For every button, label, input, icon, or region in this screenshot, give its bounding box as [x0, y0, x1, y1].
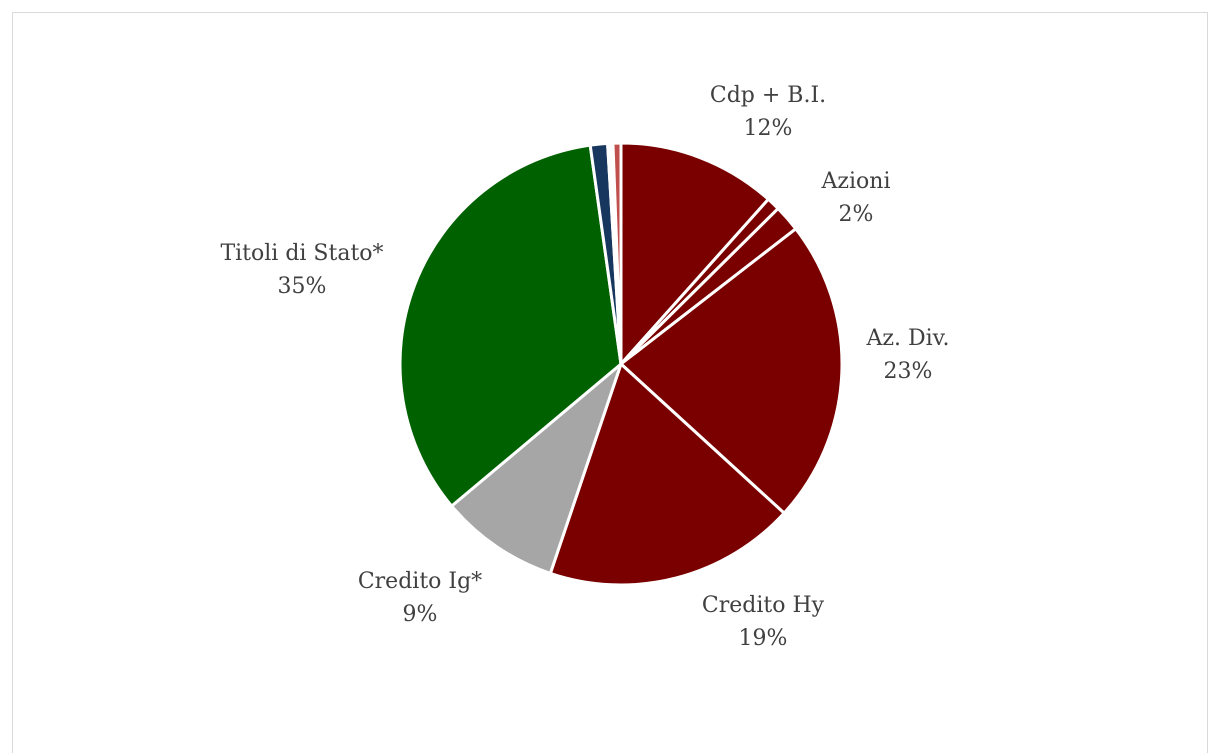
label-percent: 19%: [739, 626, 788, 651]
label-percent: 23%: [884, 359, 933, 384]
label-percent: 12%: [744, 116, 793, 141]
data-label-titoli-di-stato: Titoli di Stato* 35%: [220, 241, 383, 299]
label-name: Cdp + B.I.: [710, 83, 826, 108]
pie-slice-credito-hy: [548, 362, 786, 587]
data-label-azioni: Azioni 2%: [821, 169, 891, 227]
pie-slice-unlabeled-9: [611, 141, 623, 366]
label-name: Az. Div.: [866, 326, 950, 351]
data-label-credito-hy: Credito Hy 19%: [702, 593, 825, 651]
pie-slice-credito-ig: [450, 362, 623, 575]
label-percent: 2%: [839, 202, 874, 227]
pie-slice-az-div: [619, 227, 844, 515]
data-label-credito-ig: Credito Ig* 9%: [358, 569, 482, 627]
label-name: Credito Ig*: [358, 569, 482, 594]
label-name: Credito Hy: [702, 593, 825, 618]
pie-slice-titoli-di-stato: [398, 143, 623, 508]
label-name: Titoli di Stato*: [220, 241, 383, 266]
label-name: Azioni: [821, 169, 891, 194]
data-label-cdp: Cdp + B.I. 12%: [710, 83, 826, 141]
label-percent: 35%: [278, 274, 327, 299]
pie-slice-cdp-b-i: [619, 141, 770, 366]
pie-slices: [398, 141, 844, 587]
label-percent: 9%: [403, 602, 438, 627]
data-label-az-div: Az. Div. 23%: [866, 326, 950, 384]
